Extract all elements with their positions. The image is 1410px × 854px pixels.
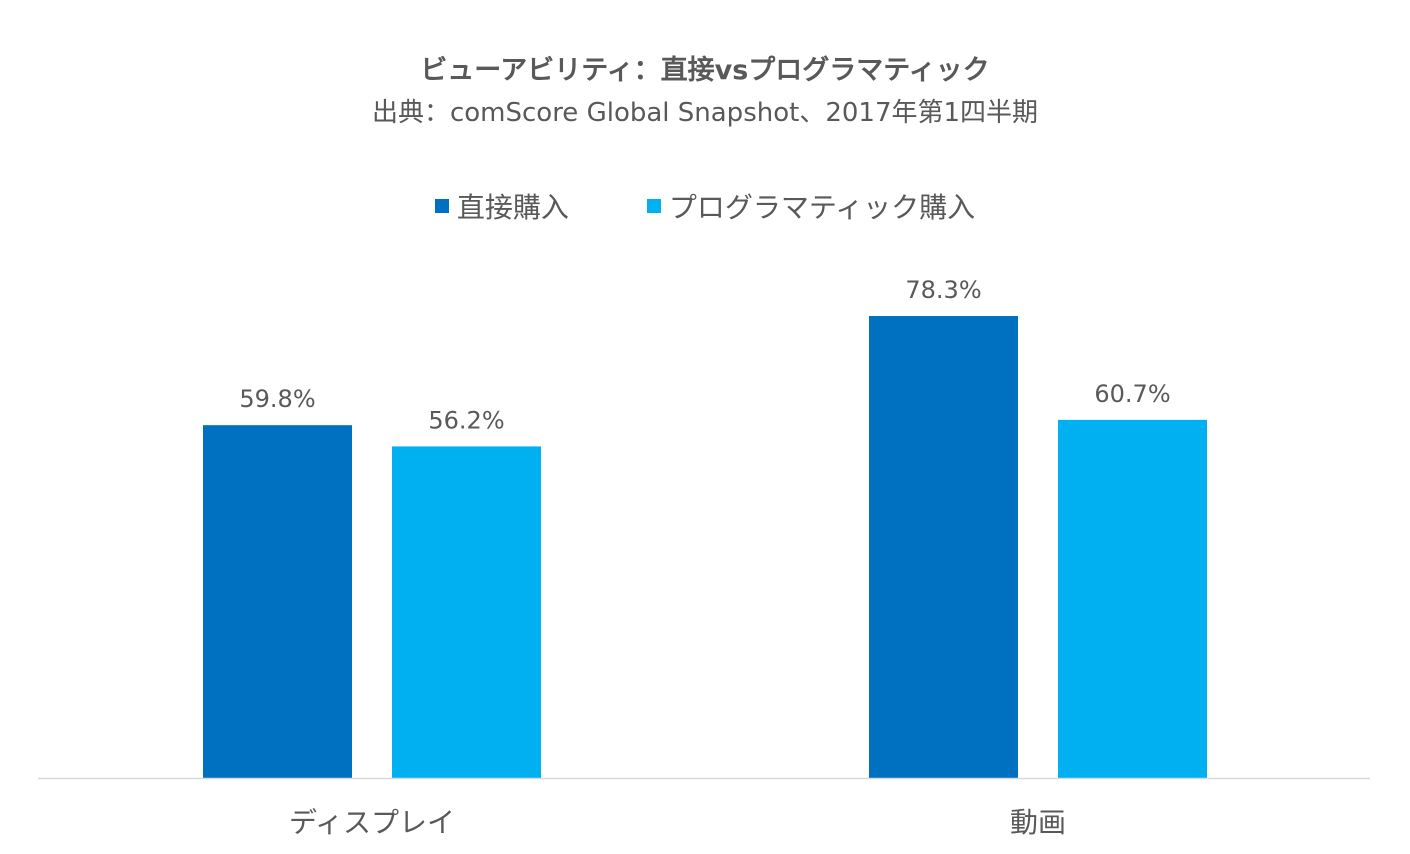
bar-direct-video [869, 316, 1018, 778]
x-tick-label-video: 動画 [1010, 806, 1066, 839]
chart-subtitle: 出典：comScore Global Snapshot、2017年第1四半期 [371, 98, 1039, 128]
bar-programmatic-video [1058, 419, 1207, 778]
data-label-direct-display: 59.8% [239, 385, 315, 413]
legend-swatch-direct [434, 199, 449, 213]
x-tick-label-display: ディスプレイ [289, 806, 455, 839]
legend-item-direct: 直接購入 [434, 186, 569, 226]
bar-programmatic-display [392, 446, 541, 778]
legend-swatch-programmatic [646, 199, 661, 213]
data-label-programmatic-display: 56.2% [428, 406, 504, 434]
legend-item-programmatic: プログラマティック購入 [646, 186, 976, 226]
bar-direct-display [203, 425, 352, 778]
legend-label-direct: 直接購入 [456, 191, 569, 224]
data-label-programmatic-video: 60.7% [1094, 380, 1170, 408]
chart-title: ビューアビリティ：直接vsプログラマティック [420, 55, 990, 86]
legend: 直接購入 プログラマティック購入 [0, 186, 1410, 226]
legend-label-programmatic: プログラマティック購入 [668, 191, 976, 224]
data-label-direct-video: 78.3% [905, 276, 981, 304]
